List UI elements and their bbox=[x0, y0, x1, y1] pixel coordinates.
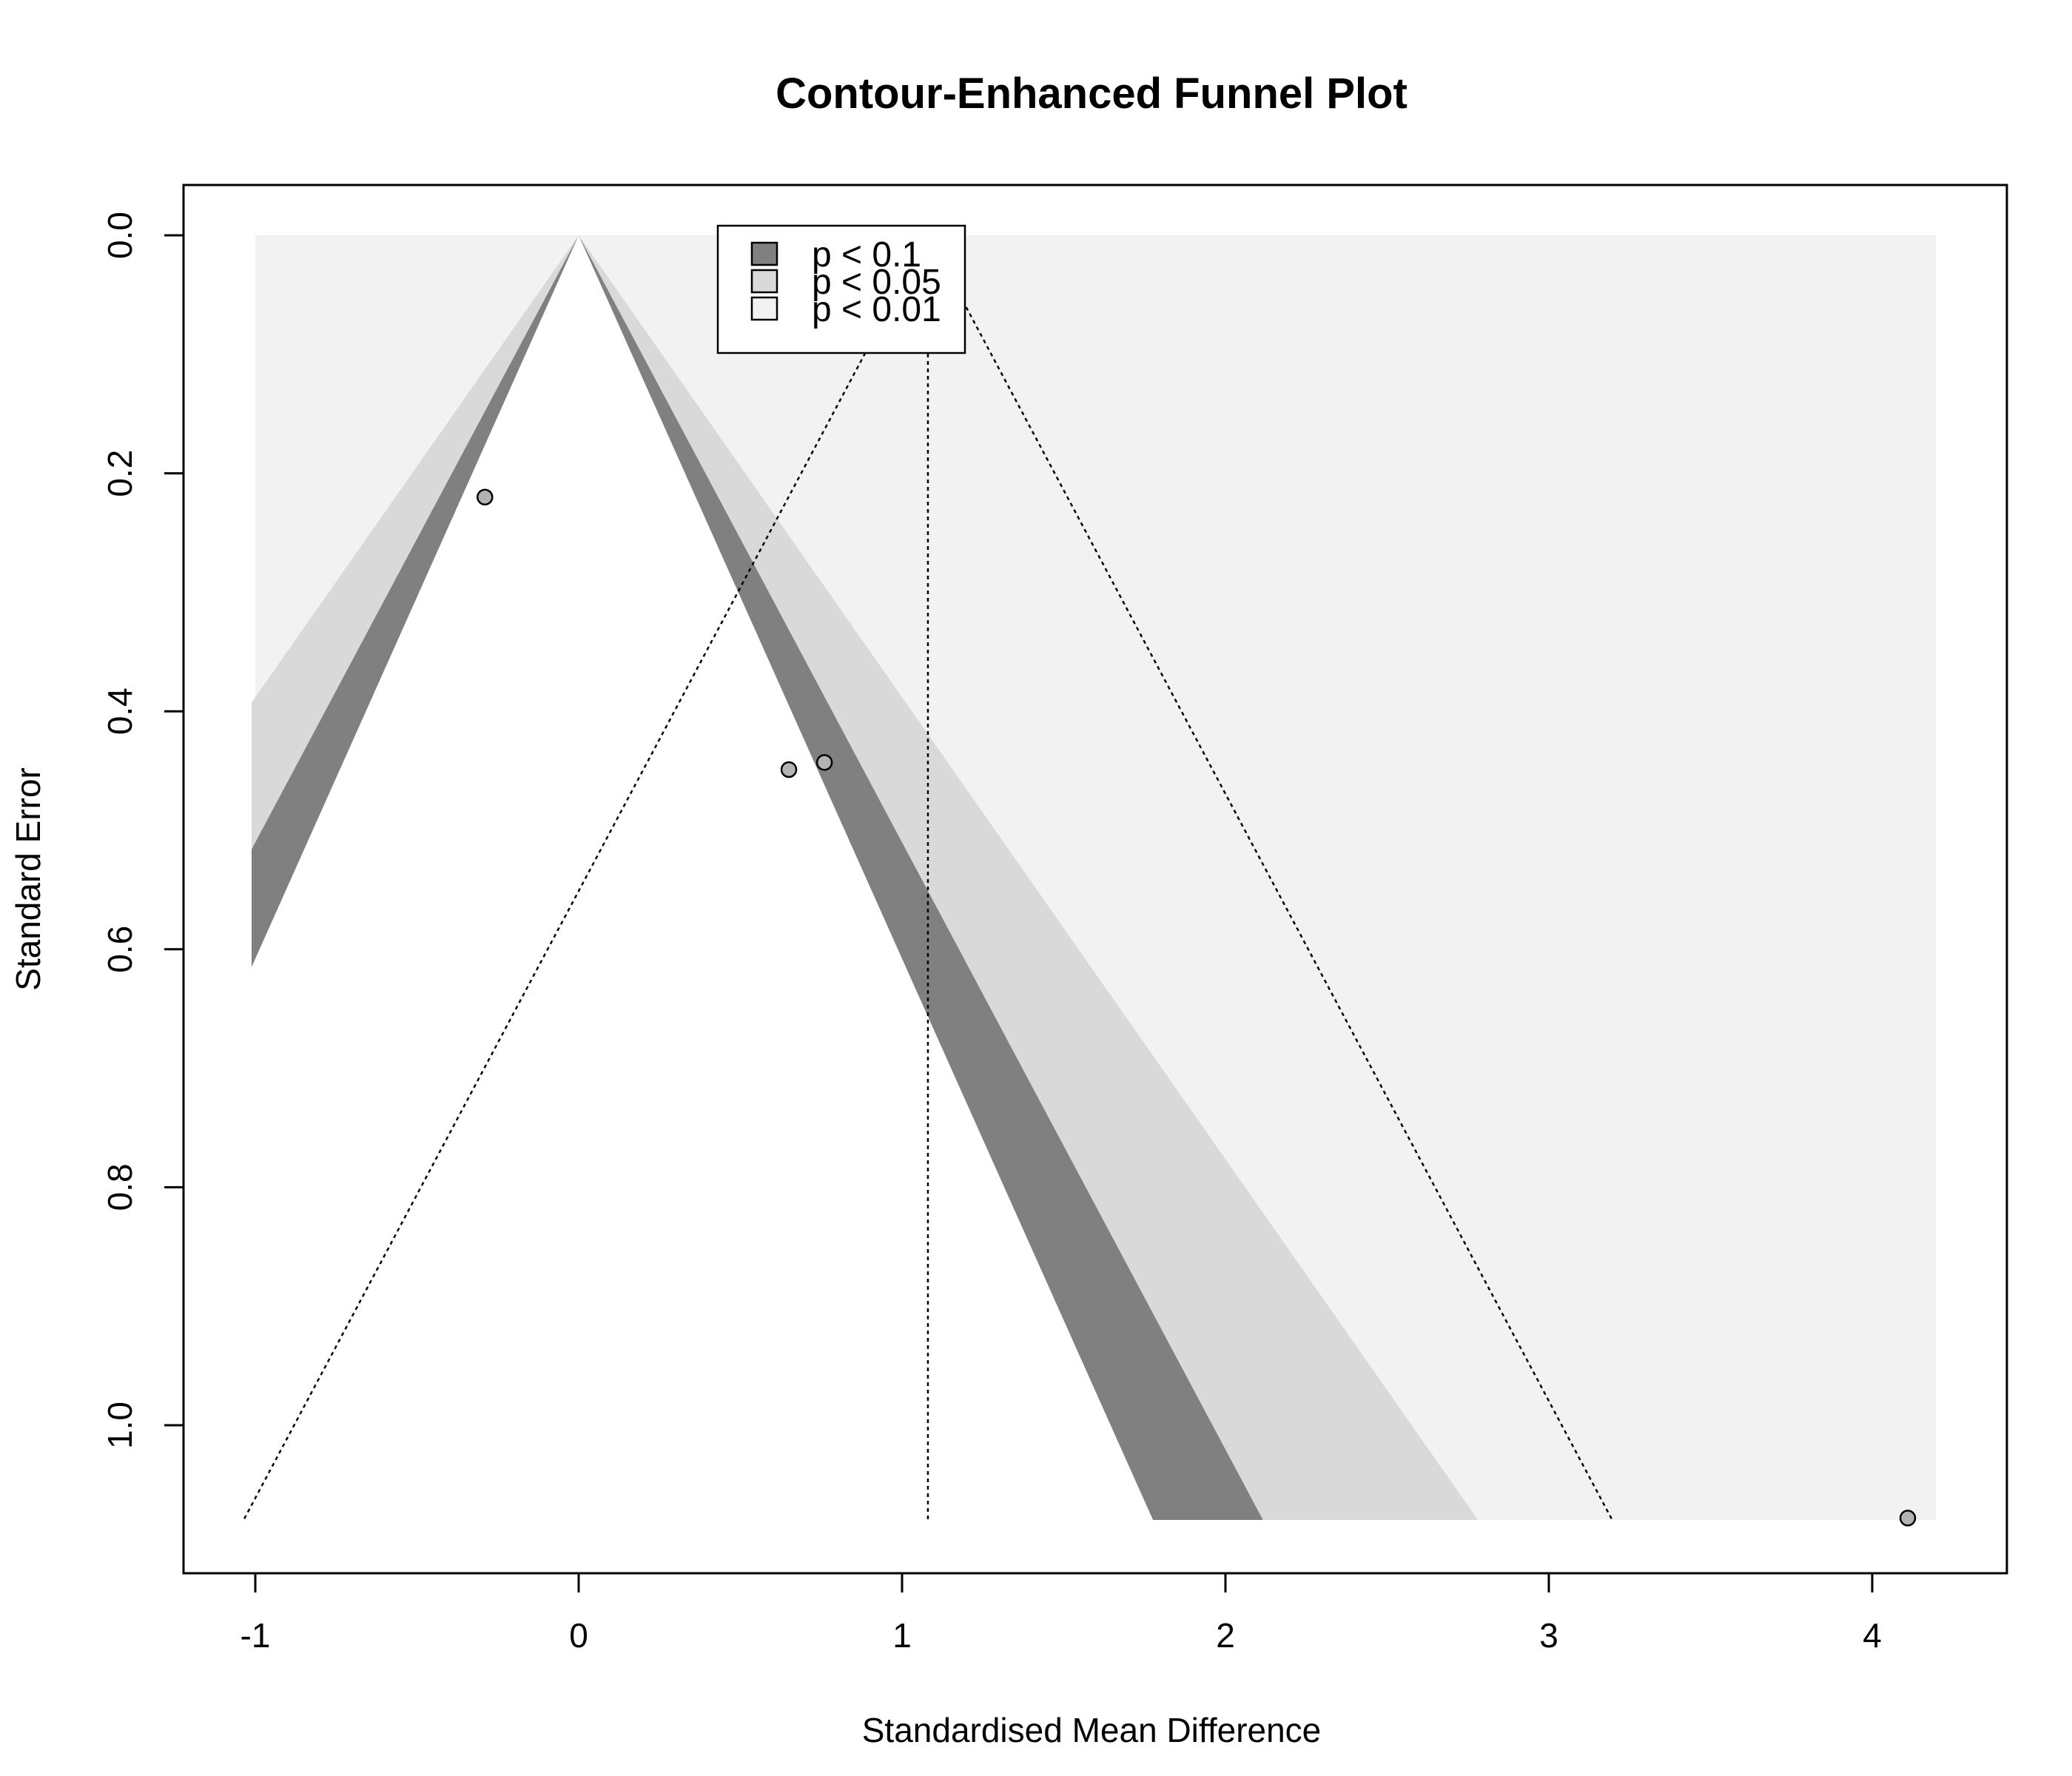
legend-label: p < 0.01 bbox=[812, 290, 941, 329]
y-tick-label: 0.0 bbox=[101, 212, 139, 259]
y-tick-label: 0.4 bbox=[101, 687, 139, 735]
y-axis: 0.0 0.2 0.4 0.6 0.8 1.0 bbox=[101, 212, 185, 1449]
x-tick-label: 1 bbox=[892, 1616, 912, 1655]
x-tick-label: 3 bbox=[1539, 1616, 1558, 1655]
legend-label: p < 0.1 bbox=[812, 235, 921, 275]
contour-regions bbox=[252, 235, 1936, 1520]
x-tick-label: -1 bbox=[240, 1616, 271, 1655]
funnel-left-line bbox=[242, 235, 929, 1521]
study-point-3 bbox=[815, 754, 833, 771]
x-tick-label: 4 bbox=[1863, 1616, 1882, 1655]
x-tick-label: 0 bbox=[569, 1616, 588, 1655]
legend-swatch bbox=[750, 241, 778, 266]
x-axis-label: Standardised Mean Difference bbox=[862, 1711, 1322, 1749]
y-tick-label: 0.8 bbox=[101, 1163, 139, 1211]
study-point-4 bbox=[1899, 1510, 1917, 1527]
legend-swatch bbox=[750, 269, 778, 294]
x-axis: -1 0 1 2 3 4 bbox=[240, 1572, 1882, 1655]
chart-title: Contour-Enhanced Funnel Plot bbox=[776, 70, 1407, 118]
y-tick-label: 0.6 bbox=[101, 926, 139, 973]
legend-label: p < 0.05 bbox=[812, 263, 941, 302]
y-tick-label: 0.2 bbox=[101, 450, 139, 497]
legend: p < 0.1p < 0.05p < 0.01 bbox=[716, 224, 966, 354]
study-point-2 bbox=[780, 761, 798, 778]
y-axis-label: Standard Error bbox=[9, 767, 47, 991]
study-points bbox=[477, 488, 1917, 1527]
x-tick-label: 2 bbox=[1216, 1616, 1235, 1655]
legend-swatch bbox=[750, 296, 778, 321]
funnel-right-line bbox=[926, 235, 1614, 1521]
study-point-1 bbox=[477, 488, 494, 506]
funnel-lines bbox=[242, 235, 1614, 1521]
y-tick-label: 1.0 bbox=[101, 1402, 139, 1449]
